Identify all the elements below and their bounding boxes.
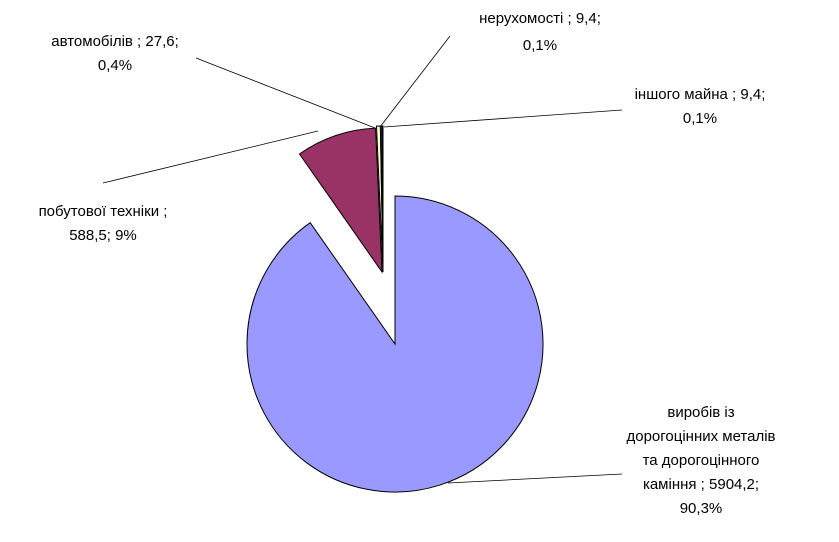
data-label-line: нерухомості ; 9,4; [479,10,601,27]
leader-lines [102,35,623,484]
pie-slices [246,125,544,493]
data-label-line: іншого майна ; 9,4; [635,86,766,103]
pie-slice-other-property [381,125,384,273]
pie-slice-appliances [298,127,383,274]
data-label-line: каміння ; 5904,2; [643,476,759,493]
data-label-other-property: іншого майна ; 9,4; 0,1% [635,86,766,127]
data-label-line: та дорогоцінного [643,452,760,469]
data-label-line: 0,1% [683,110,717,127]
data-label-appliances: побутової техніки ; 588,5; 9% [39,203,168,244]
data-label-line: 0,4% [98,57,132,74]
data-label-line: виробів із [667,404,734,421]
leader-line-jewelry [447,473,623,484]
data-label-jewelry: виробів із дорогоцінних металів та дорогоц… [626,404,775,517]
data-label-line: 0,1% [523,37,557,54]
data-label-line: 90,3% [680,500,723,517]
leader-line-appliances [102,130,319,184]
data-label-line: побутової техніки ; [39,203,168,220]
leader-line-cars [195,57,376,129]
leader-line-real-estate [379,35,451,128]
data-label-line: 588,5; 9% [69,227,137,244]
data-label-line: автомобілів ; 27,6; [51,33,179,50]
data-label-real-estate: нерухомості ; 9,4; 0,1% [479,10,601,54]
data-labels: виробів із дорогоцінних металів та дорогоц… [39,10,776,517]
data-label-cars: автомобілів ; 27,6; 0,4% [51,33,179,74]
data-label-line: дорогоцінних металів [626,428,775,445]
pie-slice-jewelry [246,195,544,493]
leader-line-other-property [383,109,623,128]
